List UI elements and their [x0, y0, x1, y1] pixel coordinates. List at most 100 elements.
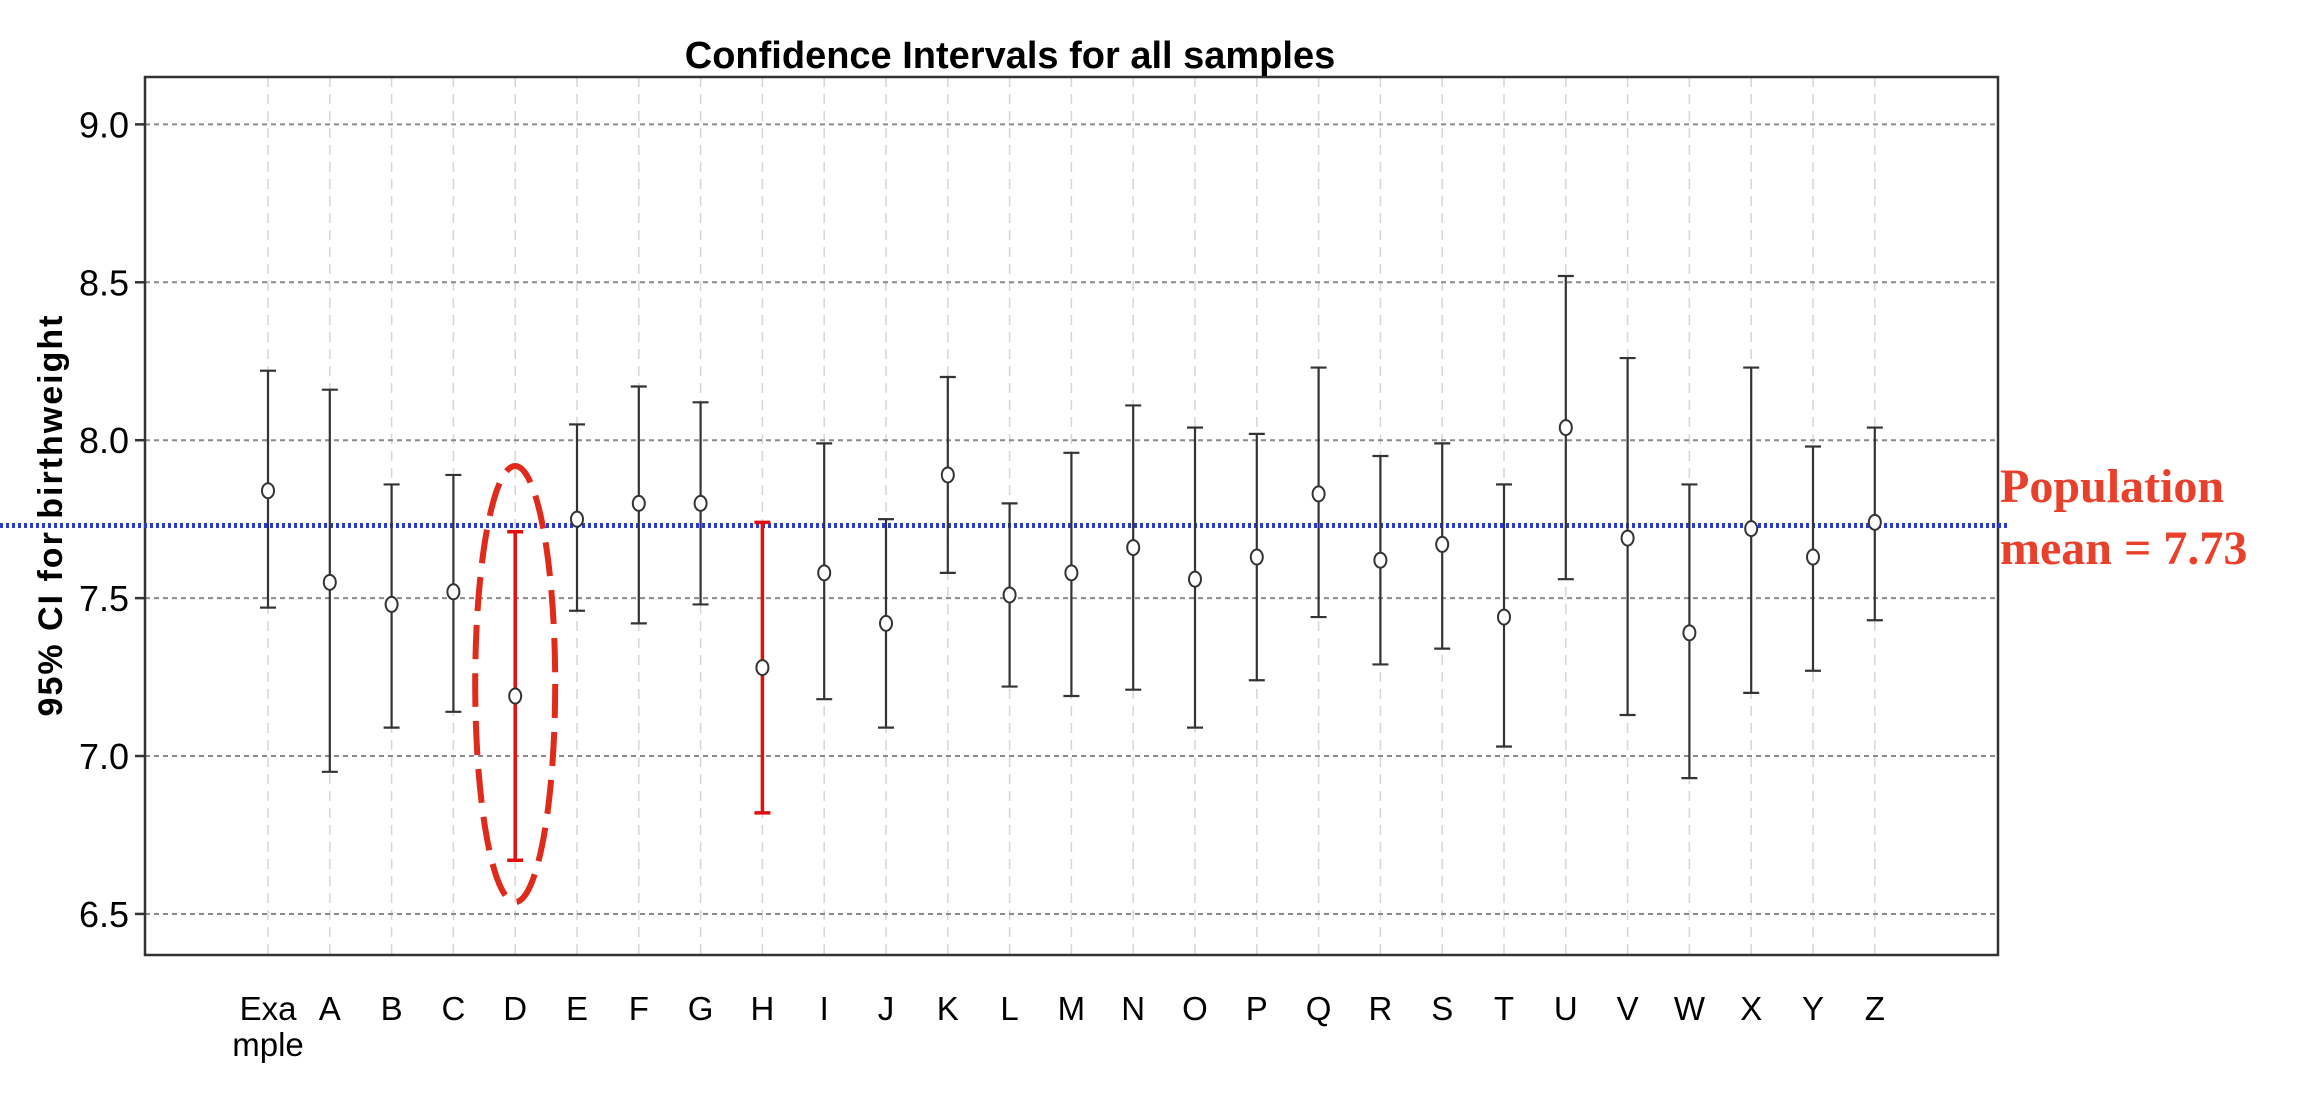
mean-point — [1249, 548, 1264, 566]
ci-bar — [383, 483, 400, 729]
mean-point — [1435, 535, 1450, 553]
y-axis-label: 95% CI for birthweight — [32, 314, 70, 717]
x-tick-label: Y — [1802, 990, 1824, 1027]
mean-point — [446, 583, 461, 601]
mean-point — [384, 595, 399, 613]
ci-bar — [1063, 451, 1080, 698]
mean-point — [261, 482, 275, 500]
mean-point — [940, 466, 955, 484]
y-tick-label: 8.5 — [79, 262, 129, 303]
ci-bar — [1001, 502, 1018, 688]
mean-point — [570, 510, 584, 528]
mean-point — [1373, 551, 1388, 569]
x-tick-label: M — [1058, 990, 1086, 1027]
mean-point — [1558, 419, 1573, 437]
ci-bar — [1125, 404, 1142, 691]
mean-point — [322, 573, 337, 591]
population-mean-annotation: mean = 7.73 — [2000, 522, 2247, 575]
x-tick-label: N — [1121, 990, 1145, 1027]
x-tick-label: P — [1246, 990, 1268, 1027]
x-tick-label: R — [1368, 990, 1392, 1027]
ci-bar — [445, 473, 462, 713]
ci-bar — [816, 442, 833, 701]
ci-bar — [878, 518, 894, 729]
x-tick-label: O — [1182, 990, 1208, 1027]
x-tick-label: W — [1674, 990, 1706, 1027]
ci-bar — [1310, 366, 1327, 619]
ci-bar — [754, 520, 771, 815]
x-tick-label: V — [1617, 990, 1639, 1027]
mean-point — [1311, 485, 1326, 503]
x-tick-label: S — [1431, 990, 1453, 1027]
population-mean-annotation: Population — [2000, 460, 2224, 513]
ci-bar — [260, 369, 276, 609]
ci-bar — [1496, 483, 1512, 748]
x-tick-label: L — [1000, 990, 1018, 1027]
ci-bar — [1434, 442, 1451, 650]
x-tick-label: I — [820, 990, 829, 1027]
chart-title: Confidence Intervals for all samples — [685, 35, 1335, 77]
x-tick-label: U — [1554, 990, 1578, 1027]
x-tick-label: D — [503, 990, 527, 1027]
x-tick-label: Z — [1865, 990, 1885, 1027]
mean-point — [1744, 520, 1759, 538]
ci-bar — [1372, 454, 1389, 666]
mean-point — [1002, 586, 1017, 604]
mean-point — [693, 494, 708, 512]
ci-bar — [321, 388, 338, 773]
mean-point — [1867, 513, 1882, 531]
ci-bar — [692, 401, 709, 606]
x-tick-label: Exa — [240, 990, 298, 1027]
mean-point — [508, 687, 523, 705]
ci-bar — [1619, 356, 1636, 717]
y-tick-label: 9.0 — [79, 104, 129, 145]
annotation-layer: Population mean = 7.73 — [472, 460, 2247, 906]
ci-bar — [569, 423, 585, 612]
x-tick-label: G — [688, 990, 714, 1027]
x-tick-label: K — [937, 990, 959, 1027]
mean-point — [817, 564, 832, 582]
x-tick-label: Q — [1306, 990, 1332, 1027]
ci-bar — [1805, 445, 1821, 672]
axis-layer: 6.5 7.0 7.5 8.0 8.5 9.0 — [79, 75, 2000, 957]
x-tick-label: T — [1494, 990, 1514, 1027]
mean-point — [1682, 624, 1697, 642]
mean-point — [1188, 570, 1202, 588]
ci-bar — [1743, 366, 1760, 694]
ci-bar — [939, 375, 956, 574]
y-tick-label: 7.5 — [79, 578, 129, 619]
ci-bar — [1866, 426, 1883, 622]
ci-bar — [1557, 274, 1574, 581]
highlight-circle — [472, 463, 559, 906]
mean-point — [879, 614, 893, 632]
marks-layer — [260, 274, 1883, 863]
mean-point — [1806, 548, 1820, 566]
x-tick-label: mple — [232, 1026, 304, 1063]
ci-bar — [630, 385, 647, 625]
mean-point — [631, 494, 646, 512]
mean-point — [1126, 539, 1141, 557]
y-tick-label: 8.0 — [79, 420, 129, 461]
y-tick-label: 7.0 — [79, 736, 129, 777]
mean-point — [1620, 529, 1635, 547]
x-tick-label: A — [319, 990, 341, 1027]
ci-bar — [1681, 483, 1698, 780]
x-tick-label: X — [1740, 990, 1762, 1027]
x-tick-label: H — [750, 990, 774, 1027]
x-tick-label: J — [878, 990, 895, 1027]
ci-bar — [507, 530, 524, 863]
mean-point — [1497, 608, 1511, 626]
x-tick-label: E — [566, 990, 588, 1027]
x-tick-label: C — [441, 990, 465, 1027]
x-tick-label: F — [629, 990, 649, 1027]
ci-bar — [1248, 432, 1265, 682]
mean-point — [755, 659, 770, 677]
y-tick-label: 6.5 — [79, 894, 129, 935]
ci-bar — [1187, 426, 1203, 729]
x-tick-label: B — [381, 990, 403, 1027]
plot-frame — [143, 75, 2000, 957]
mean-point — [1064, 564, 1079, 582]
